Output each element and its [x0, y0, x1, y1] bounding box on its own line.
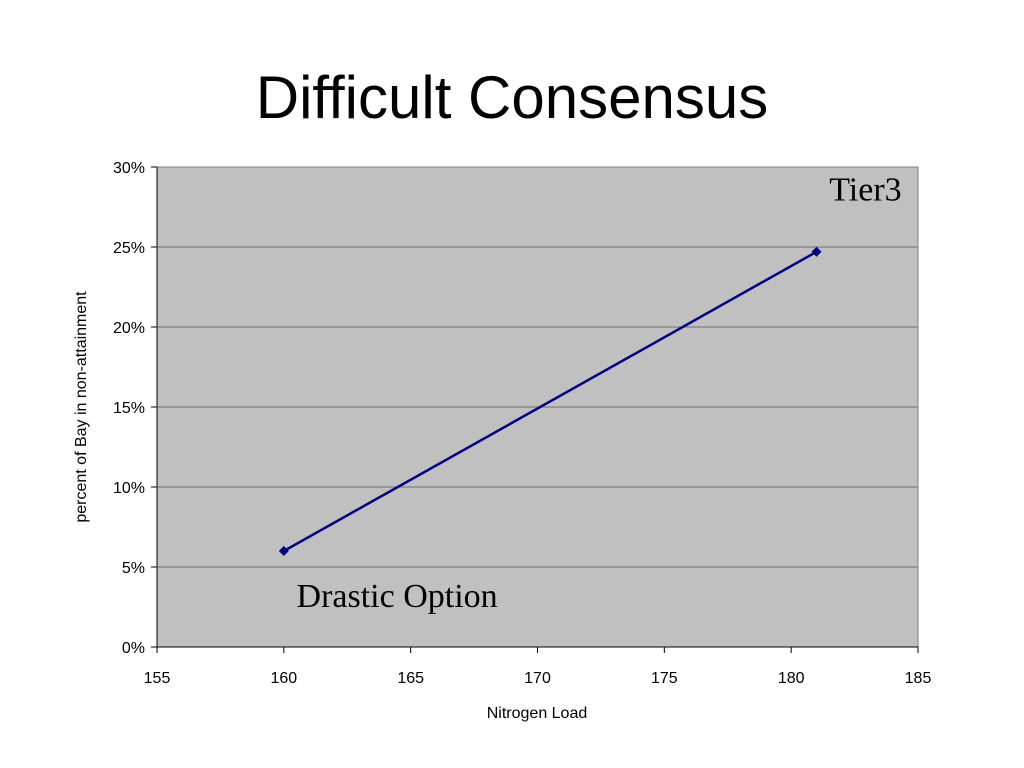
y-tick-label: 30% — [113, 160, 145, 177]
axes: 0% 5% 10% 15% 20% 25% 30% 155 160 165 170 175 180 185 — [113, 160, 931, 687]
y-tick-label: 20% — [113, 320, 145, 337]
slide-title: Difficult Consensus — [255, 64, 769, 131]
chart-annotation: Drastic Option — [297, 578, 498, 615]
series-line — [283, 250, 818, 553]
x-axis-title: Nitrogen Load — [487, 705, 588, 722]
chart-annotation: Tier3 — [829, 172, 901, 209]
x-tick-label: 170 — [524, 670, 551, 687]
y-tick-label: 15% — [113, 400, 145, 417]
data-point-marker — [811, 246, 822, 257]
x-tick-label: 160 — [270, 670, 297, 687]
y-tick-label: 5% — [122, 560, 145, 577]
x-tick-label: 175 — [651, 670, 678, 687]
annotations: Tier3 Drastic Option — [297, 172, 902, 615]
y-tick-label: 10% — [113, 480, 145, 497]
x-tick-label: 165 — [397, 670, 424, 687]
gridlines — [157, 246, 918, 568]
x-tick-label: 155 — [144, 670, 171, 687]
data-series — [278, 246, 822, 556]
x-tick-label: 180 — [778, 670, 805, 687]
y-tick-label: 25% — [113, 240, 145, 257]
y-tick-label: 0% — [122, 640, 145, 657]
x-tick-label: 185 — [905, 670, 932, 687]
y-axis-title: percent of Bay in non-attainment — [73, 291, 90, 523]
data-point-marker — [278, 546, 289, 556]
